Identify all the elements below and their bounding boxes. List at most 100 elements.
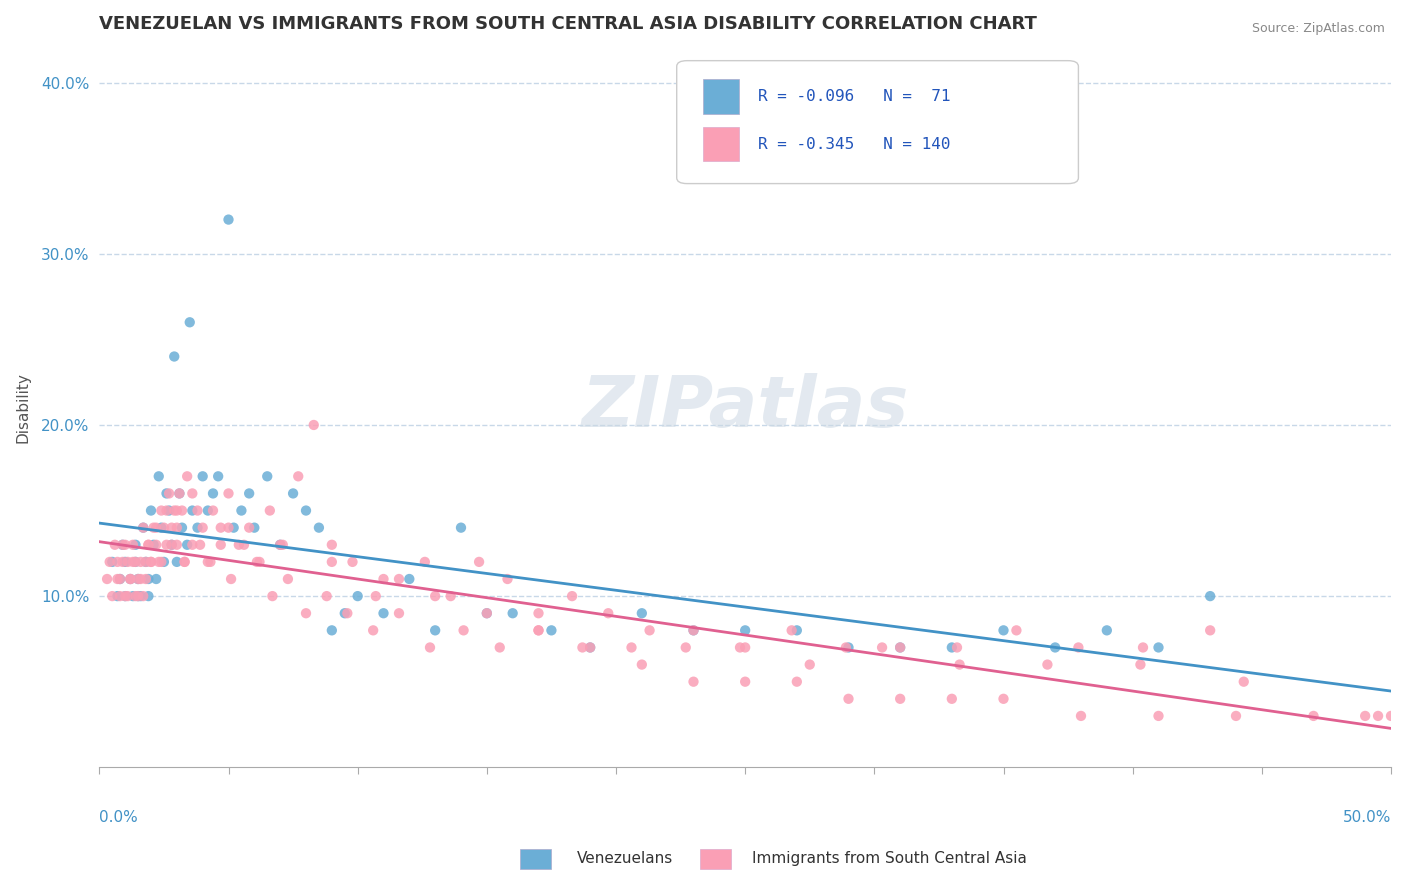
Point: [145, 572, 167, 586]
Point: [475, 606, 498, 620]
Point: [946, 640, 969, 655]
Point: [127, 572, 149, 586]
Point: [201, 486, 224, 500]
Point: [209, 521, 232, 535]
Point: [786, 624, 808, 638]
Point: [111, 538, 134, 552]
Point: [218, 212, 240, 227]
Point: [163, 503, 186, 517]
Point: [170, 503, 193, 517]
Point: [321, 555, 343, 569]
Point: [682, 624, 704, 638]
Point: [114, 589, 136, 603]
Point: [993, 624, 1015, 638]
Point: [132, 589, 155, 603]
Point: [675, 640, 697, 655]
Point: [295, 606, 318, 620]
Point: [561, 589, 583, 603]
Text: VENEZUELAN VS IMMIGRANTS FROM SOUTH CENTRAL ASIA DISABILITY CORRELATION CHART: VENEZUELAN VS IMMIGRANTS FROM SOUTH CENT…: [100, 15, 1038, 33]
Point: [870, 640, 893, 655]
Point: [176, 538, 198, 552]
Point: [502, 606, 524, 620]
Point: [186, 503, 208, 517]
FancyBboxPatch shape: [676, 61, 1078, 184]
Point: [1095, 624, 1118, 638]
Text: ZIPatlas: ZIPatlas: [582, 374, 908, 442]
Point: [440, 589, 463, 603]
Point: [336, 606, 359, 620]
Point: [129, 555, 152, 569]
Point: [153, 555, 176, 569]
Point: [114, 538, 136, 552]
Point: [108, 589, 131, 603]
Point: [107, 589, 129, 603]
Point: [271, 538, 294, 552]
Point: [259, 503, 281, 517]
Point: [450, 521, 472, 535]
Point: [1199, 624, 1222, 638]
Point: [114, 589, 136, 603]
Point: [122, 589, 145, 603]
Point: [734, 674, 756, 689]
Point: [889, 691, 911, 706]
Point: [948, 657, 970, 672]
Point: [889, 640, 911, 655]
Point: [124, 555, 146, 569]
Point: [373, 572, 395, 586]
Point: [579, 640, 602, 655]
Point: [218, 521, 240, 535]
Point: [269, 538, 291, 552]
Point: [630, 657, 652, 672]
Point: [148, 469, 170, 483]
Point: [571, 640, 593, 655]
Point: [277, 572, 299, 586]
Point: [527, 624, 550, 638]
Point: [200, 555, 222, 569]
Point: [127, 589, 149, 603]
Point: [132, 521, 155, 535]
Point: [342, 555, 364, 569]
Point: [527, 606, 550, 620]
Text: Venezuelans: Venezuelans: [576, 851, 672, 865]
Point: [321, 538, 343, 552]
Point: [231, 503, 253, 517]
Point: [117, 555, 139, 569]
Point: [138, 572, 160, 586]
Point: [163, 350, 186, 364]
Point: [155, 503, 177, 517]
Point: [129, 589, 152, 603]
Point: [496, 572, 519, 586]
Text: R = -0.345   N = 140: R = -0.345 N = 140: [758, 136, 950, 152]
Point: [540, 624, 562, 638]
Point: [468, 555, 491, 569]
Point: [361, 624, 384, 638]
Point: [1132, 640, 1154, 655]
Point: [135, 555, 157, 569]
Point: [138, 538, 160, 552]
Point: [122, 555, 145, 569]
Point: [98, 555, 121, 569]
Point: [191, 469, 214, 483]
Point: [181, 503, 204, 517]
Point: [837, 691, 859, 706]
Text: 50.0%: 50.0%: [1343, 811, 1391, 825]
Point: [114, 555, 136, 569]
Point: [1070, 709, 1092, 723]
Point: [1005, 624, 1028, 638]
Point: [150, 555, 173, 569]
Point: [1129, 657, 1152, 672]
Point: [186, 521, 208, 535]
Point: [111, 538, 134, 552]
Point: [835, 640, 858, 655]
Point: [246, 555, 269, 569]
Point: [238, 521, 260, 535]
Point: [120, 572, 142, 586]
Text: R = -0.096   N =  71: R = -0.096 N = 71: [758, 89, 950, 104]
Point: [166, 521, 188, 535]
Point: [315, 589, 337, 603]
Point: [107, 555, 129, 569]
Point: [256, 469, 278, 483]
Point: [1043, 640, 1066, 655]
Point: [197, 503, 219, 517]
Point: [333, 606, 356, 620]
